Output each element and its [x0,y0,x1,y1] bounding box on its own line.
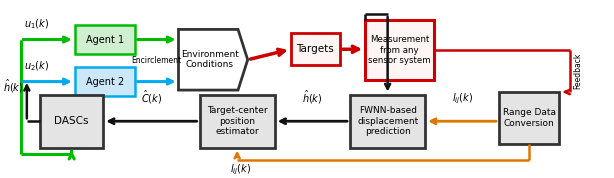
FancyBboxPatch shape [40,95,103,148]
FancyBboxPatch shape [365,20,434,80]
Text: Environment
Conditions: Environment Conditions [181,50,239,69]
Text: $\hat{C}(k)$: $\hat{C}(k)$ [141,89,162,106]
FancyBboxPatch shape [75,25,135,54]
Text: Range Data
Conversion: Range Data Conversion [502,108,556,128]
Text: Agent 2: Agent 2 [85,77,124,87]
Text: Feedback: Feedback [573,53,582,89]
Text: Target-center
position
estimator: Target-center position estimator [207,106,268,136]
Text: $\hat{h}(k)$: $\hat{h}(k)$ [302,89,323,106]
Polygon shape [179,29,247,90]
Text: FWNN-based
displacement
prediction: FWNN-based displacement prediction [357,106,418,136]
FancyBboxPatch shape [75,67,135,96]
FancyBboxPatch shape [350,95,426,148]
FancyBboxPatch shape [200,95,275,148]
Text: Agent 1: Agent 1 [86,35,124,44]
Text: $\hat{h}(k)$: $\hat{h}(k)$ [3,77,24,95]
Text: Measurement
from any
sensor system: Measurement from any sensor system [368,35,431,65]
Text: $u_1(k)$: $u_1(k)$ [23,17,49,31]
Text: Targets: Targets [297,44,334,54]
Text: Encirclement: Encirclement [131,56,182,65]
Text: DASCs: DASCs [55,116,89,126]
FancyBboxPatch shape [291,33,340,65]
Text: $l_{ij}(k)$: $l_{ij}(k)$ [230,163,251,177]
Text: $u_2(k)$: $u_2(k)$ [23,59,49,73]
Text: $l_{ij}(k)$: $l_{ij}(k)$ [451,91,473,106]
FancyBboxPatch shape [499,92,559,144]
